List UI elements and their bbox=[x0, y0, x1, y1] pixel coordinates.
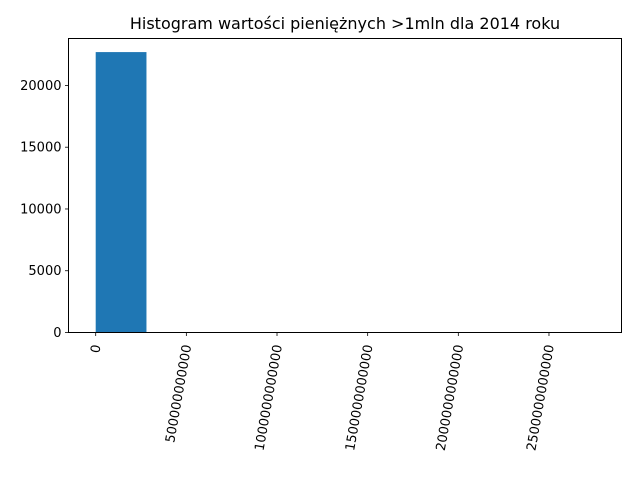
chart-title: Histogram wartości pieniężnych >1mln dla… bbox=[130, 14, 560, 33]
y-tick-label-3: 15000 bbox=[20, 141, 61, 156]
y-tick-label-0: 0 bbox=[53, 326, 61, 341]
x-tick-label-4: 2000000000000 bbox=[434, 344, 467, 453]
x-axis-ticks: 0 500000000000 1000000000000 1500000000000 2… bbox=[88, 332, 558, 453]
histogram-bars bbox=[95, 52, 604, 333]
y-tick-label-4: 20000 bbox=[20, 79, 61, 94]
x-tick-label-5: 2500000000000 bbox=[524, 344, 557, 453]
x-tick-label-2: 1000000000000 bbox=[253, 344, 286, 453]
plot-frame bbox=[68, 38, 622, 333]
x-tick-label-1: 500000000000 bbox=[163, 344, 195, 444]
y-tick-label-1: 5000 bbox=[28, 264, 61, 279]
y-axis-ticks: 0 5000 10000 15000 20000 bbox=[20, 79, 69, 341]
histogram-bar-0 bbox=[95, 52, 147, 333]
y-tick-label-2: 10000 bbox=[20, 202, 61, 217]
x-tick-label-3: 1500000000000 bbox=[343, 344, 376, 453]
x-tick-label-0: 0 bbox=[88, 344, 104, 355]
